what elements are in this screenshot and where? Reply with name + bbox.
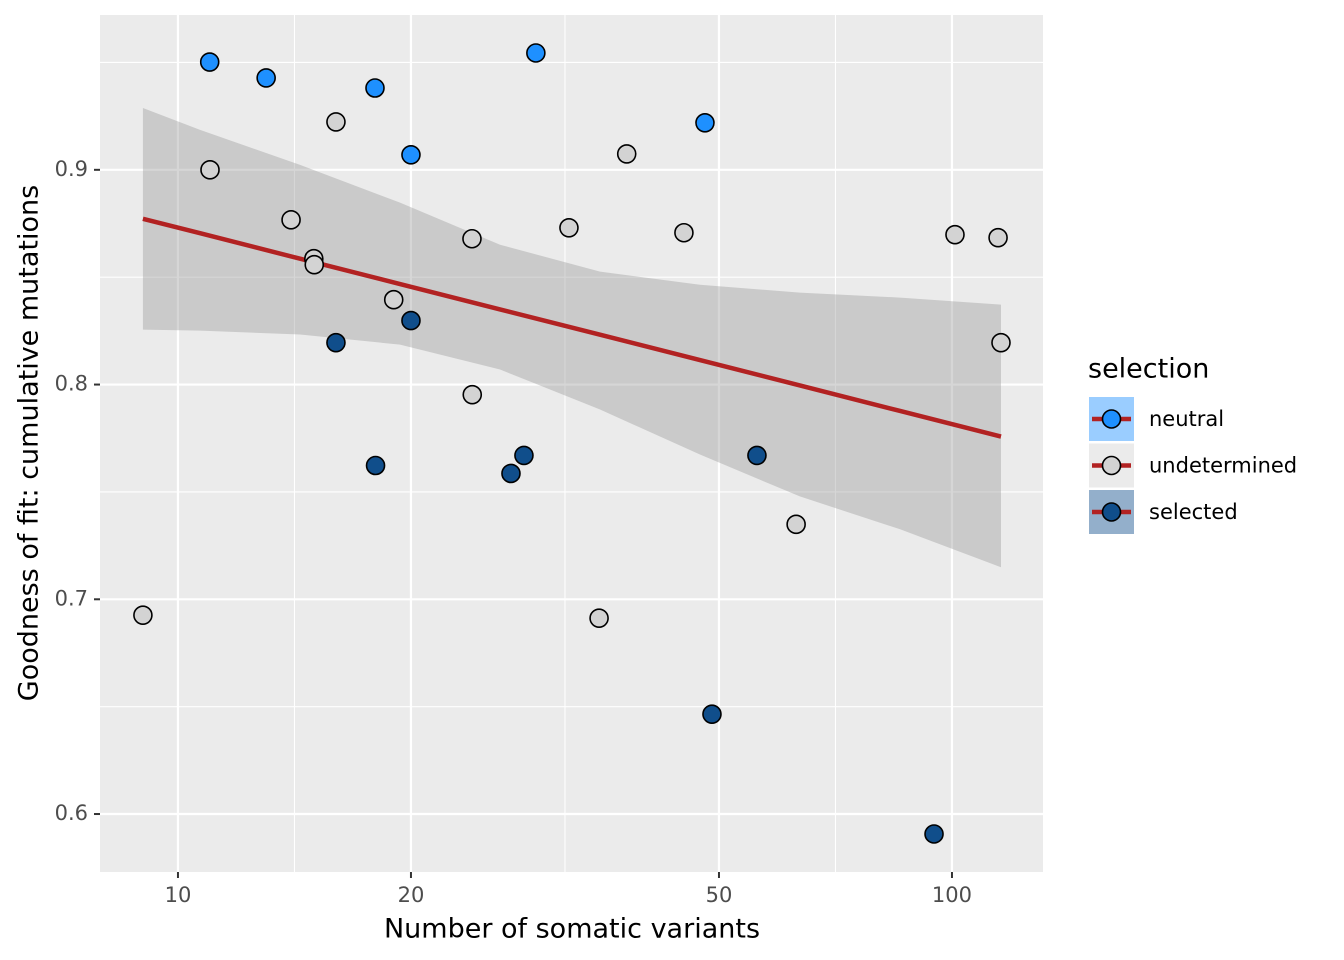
point <box>304 254 325 275</box>
point <box>589 608 609 628</box>
legend-title: selection <box>1088 354 1209 385</box>
point <box>256 68 276 88</box>
y-tick-label: 0.7 <box>55 586 88 610</box>
x-tick-label: 100 <box>932 883 972 907</box>
point <box>514 445 534 466</box>
point <box>199 52 220 72</box>
point <box>674 222 694 243</box>
y-tick-label: 0.9 <box>55 157 88 181</box>
fit-line <box>142 216 1002 439</box>
point <box>401 144 421 165</box>
point <box>326 332 346 353</box>
legend-point <box>1101 502 1122 522</box>
x-axis-title: Number of somatic variants <box>384 914 760 945</box>
point <box>616 144 637 164</box>
point <box>365 455 386 476</box>
legend-point <box>1101 409 1122 429</box>
point <box>401 310 421 331</box>
x-tick-label: 50 <box>706 883 733 907</box>
x-tick-label: 20 <box>398 883 425 907</box>
point <box>945 224 965 245</box>
point <box>924 824 944 844</box>
y-axis-title: Goodness of fit: cumulative mutations <box>14 185 45 701</box>
plot-area <box>133 43 1011 844</box>
point <box>702 704 722 724</box>
legend-label: undetermined <box>1149 454 1297 478</box>
point <box>383 289 404 310</box>
point <box>695 112 715 133</box>
point <box>462 228 482 249</box>
legend-label: neutral <box>1149 407 1224 431</box>
legend-label: selected <box>1149 500 1238 524</box>
point <box>559 218 579 238</box>
point <box>133 605 153 625</box>
point <box>991 332 1011 353</box>
grid <box>100 15 1043 872</box>
point <box>988 227 1008 248</box>
point <box>462 384 483 405</box>
x-tick-label: 10 <box>165 883 192 907</box>
y-tick-label: 0.8 <box>55 372 88 396</box>
point <box>200 160 220 180</box>
legend-point <box>1101 455 1122 476</box>
point <box>326 112 346 132</box>
y-tick-label: 0.6 <box>55 801 88 825</box>
panel <box>100 15 1043 872</box>
point <box>365 78 385 98</box>
point <box>501 463 521 484</box>
confidence-band <box>142 107 1001 568</box>
point <box>281 210 301 230</box>
point <box>526 43 546 63</box>
point <box>747 445 767 466</box>
point <box>786 514 806 535</box>
legend: neutral undetermined selected <box>1089 397 1297 534</box>
